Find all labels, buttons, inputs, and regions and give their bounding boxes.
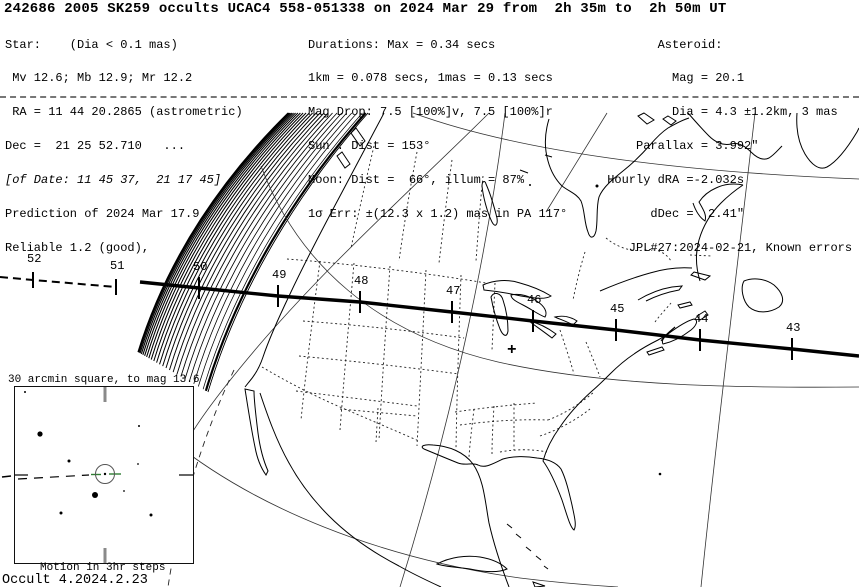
site-marker-cross: + [507,341,517,359]
asteroid-info-block: Asteroid: Mag = 20.1 Dia = 4.3 ±1.2km, 3… [600,17,852,277]
asteroid-line: Parallax = 3.992" [600,139,759,154]
borders-dotted [261,145,713,458]
asteroid-line: dDec = 2.41" [600,207,745,222]
asteroid-line: Hourly dRA =-2.032s [600,173,745,188]
event-line: Sun : Dist = 153° [308,139,431,154]
asteroid-line: Mag = 20.1 [600,71,745,86]
event-line: Moon: Dist = 66°, illum = 87% [308,173,525,188]
field-star [137,463,139,465]
field-stars [24,391,153,517]
inset-title: 30 arcmin square, to mag 13.6 [8,374,200,386]
star-line: Star: (Dia < 0.1 mas) [5,37,178,52]
coastline [244,112,859,587]
event-info-block: Durations: Max = 0.34 secs 1km = 0.078 s… [308,17,567,243]
star-chart-inset [14,386,194,564]
event-line: Mag Drop: 7.5 [100%]v, 7.5 [100%]r [308,105,553,120]
asteroid-line: Dia = 4.3 ±1.2km, 3 mas [600,105,838,120]
star-line: RA = 11 44 20.2865 (astrometric) [5,105,243,120]
event-line: Durations: Max = 0.34 secs [308,37,496,52]
star-chart [15,387,193,563]
field-star [37,431,43,437]
asteroid-line: JPL#27:2024-02-21, Known errors [600,240,853,255]
field-star [59,511,63,515]
field-star [24,391,26,393]
field-star [138,425,140,427]
field-star [67,459,71,463]
field-star [149,513,153,517]
star-line: Dec = 21 25 52.710 ... [5,139,186,154]
occultation-path-dashed [0,276,117,288]
field-star [123,490,125,492]
header-separator [0,96,859,98]
event-line: 1km = 0.078 secs, 1mas = 0.13 secs [308,71,553,86]
asteroid-line: Asteroid: [600,37,723,52]
target-star [103,472,107,476]
terminator-hatch-band [137,112,369,393]
occultation-path-centerline [139,280,859,358]
star-line: Reliable 1.2 (good), [5,240,150,255]
target-star-circle [95,464,115,484]
star-line-of-date: [of Date: 11 45 37, 21 17 45] [5,173,222,188]
star-line: Mv 12.6; Mb 12.9; Mr 12.2 [5,71,193,86]
field-star [92,492,98,498]
software-version: Occult 4.2024.2.23 [2,573,148,587]
inset-caption: Motion in 3hr steps [40,562,166,574]
asteroid-motion-track [17,474,90,480]
star-info-block: Star: (Dia < 0.1 mas) Mv 12.6; Mb 12.9; … [5,17,243,277]
event-line: 1σ Err: ±(12.3 x 1.2) mas in PA 117° [308,207,568,222]
star-line: Prediction of 2024 Mar 17.9 [5,207,200,222]
page-title: 242686 2005 SK259 occults UCAC4 558-0513… [4,1,727,17]
